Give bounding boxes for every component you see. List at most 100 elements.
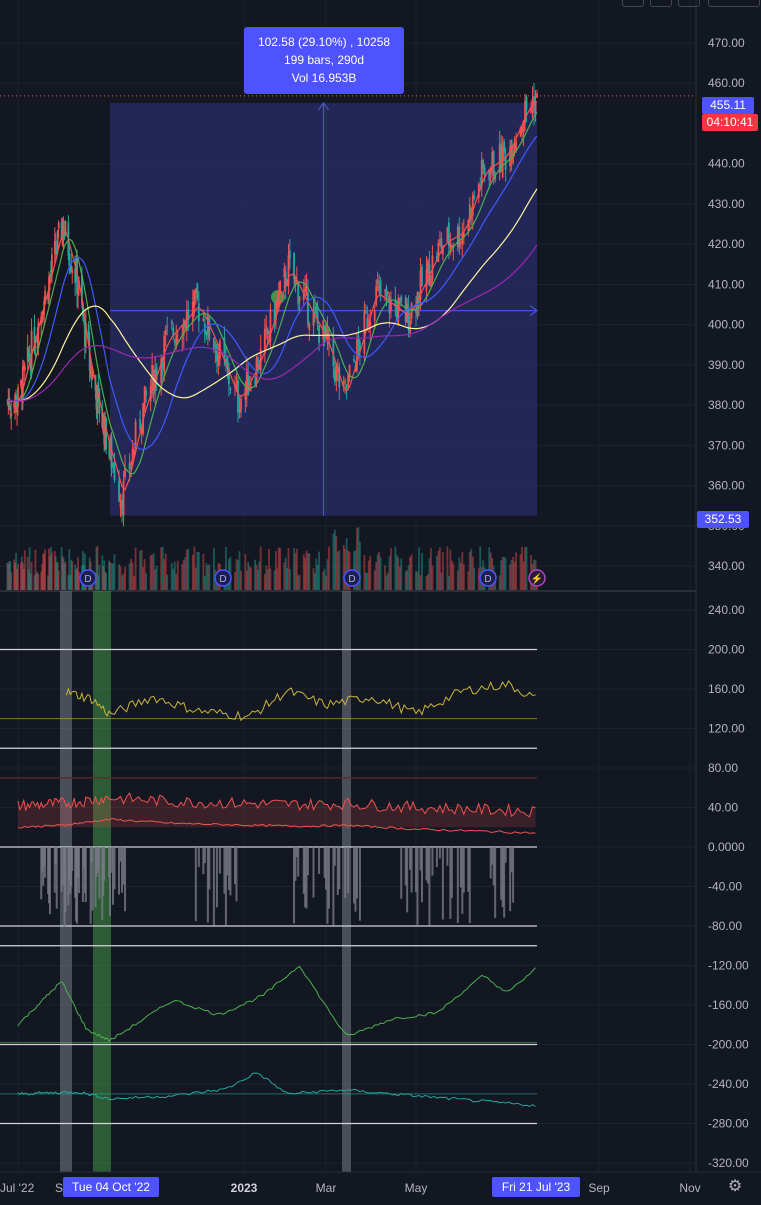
candle-body	[84, 322, 87, 347]
volume-bar	[359, 541, 361, 590]
volume-bar	[473, 567, 476, 590]
candle-body	[378, 285, 381, 291]
measure-range-layer[interactable]	[0, 95, 696, 516]
candle-body	[82, 315, 85, 317]
volume-bar	[259, 546, 262, 590]
candle-body	[430, 278, 432, 287]
volume-bar	[175, 573, 178, 590]
candle-body	[275, 302, 277, 321]
volume-bar	[71, 561, 74, 590]
candle-body	[217, 355, 220, 367]
volume-bar	[428, 558, 431, 590]
candle-body	[215, 344, 218, 362]
histogram-bar	[467, 847, 470, 892]
histogram-bar	[468, 847, 471, 924]
histogram-bar	[416, 847, 419, 925]
histogram-bar	[491, 847, 494, 865]
volume-bar	[479, 546, 482, 590]
candle-body	[326, 327, 329, 339]
candle-body	[318, 324, 320, 343]
volume-bar	[450, 560, 453, 590]
candle-body	[8, 397, 11, 409]
volume-bar	[134, 547, 137, 590]
volume-bar	[35, 573, 38, 590]
histogram-bar	[462, 847, 465, 893]
histogram-bar	[456, 847, 459, 923]
volume-bar	[196, 552, 199, 590]
histogram-bar	[489, 847, 492, 879]
candle-body	[283, 268, 286, 278]
volume-bar	[131, 562, 134, 590]
toolbar-button[interactable]	[622, 0, 644, 7]
earnings-marker-circle	[528, 569, 546, 587]
volume-bar	[67, 575, 70, 590]
candle-body	[27, 352, 30, 358]
settings-gear-icon[interactable]: ⚙	[727, 1178, 743, 1195]
candle-body	[95, 393, 98, 410]
measure-volume-text: Vol 16.953B	[291, 71, 357, 85]
volume-bar	[266, 569, 269, 590]
candle-body	[415, 308, 417, 313]
candle-body	[258, 365, 261, 368]
volume-bar	[369, 556, 372, 590]
volume-bar	[62, 558, 65, 590]
last-price-tag: 455.11	[702, 97, 754, 114]
volume-bar	[14, 562, 16, 590]
volume-bar	[312, 568, 315, 590]
volume-bar	[70, 559, 73, 590]
moving-averages-layer	[7, 101, 538, 491]
volume-bar	[69, 575, 72, 590]
volume-bar	[418, 547, 420, 590]
price-axis-tick-label: 470.00	[708, 36, 745, 50]
candle-body	[462, 232, 465, 239]
candle-body	[446, 227, 449, 242]
volume-bar	[250, 567, 252, 590]
price-axis-tick-label: 400.00	[708, 318, 745, 332]
volume-bar	[181, 563, 184, 590]
histogram-bar	[44, 847, 47, 878]
volume-bar	[36, 571, 39, 590]
histogram-bar	[428, 847, 431, 926]
candle-body	[96, 385, 99, 414]
candle-body	[398, 297, 401, 300]
candle-body	[533, 95, 535, 114]
candle-body	[9, 406, 12, 411]
candle-body	[21, 365, 24, 404]
candle-body	[113, 462, 116, 481]
histogram-bar	[206, 847, 209, 923]
candle-body	[427, 260, 429, 274]
candle-body	[130, 462, 132, 466]
measure-low-tag: 352.53	[697, 511, 749, 528]
volume-bar	[409, 556, 411, 590]
volume-bar	[238, 551, 241, 590]
toolbar-button[interactable]	[678, 0, 700, 7]
volume-bar	[75, 569, 78, 590]
volume-bar	[509, 564, 512, 590]
toolbar-button[interactable]	[650, 0, 672, 7]
toolbar-button[interactable]	[708, 0, 760, 7]
candle-body	[449, 241, 452, 249]
indicator-axis-tick-label: 160.00	[708, 682, 745, 696]
dividend-marker-circle	[79, 569, 97, 587]
candle-body	[440, 238, 443, 249]
candle-body	[173, 340, 176, 343]
histogram-bar	[494, 847, 497, 919]
volume-bar	[379, 556, 382, 590]
histogram-bar	[297, 847, 300, 877]
price-axis-tick-label: 360.00	[708, 479, 745, 493]
volume-bar	[498, 575, 501, 590]
candle-body	[250, 383, 252, 386]
candle-body	[384, 290, 386, 292]
histogram-bar	[110, 847, 113, 873]
volume-bar	[265, 565, 268, 590]
volume-bar	[373, 570, 376, 590]
histogram-bar	[441, 847, 444, 920]
candle-body	[131, 448, 134, 465]
candle-body	[87, 324, 90, 345]
volume-bar	[49, 556, 51, 590]
price-axis-tick-label: 420.00	[708, 237, 745, 251]
candle-body	[50, 254, 53, 274]
volume-bar	[366, 572, 369, 590]
